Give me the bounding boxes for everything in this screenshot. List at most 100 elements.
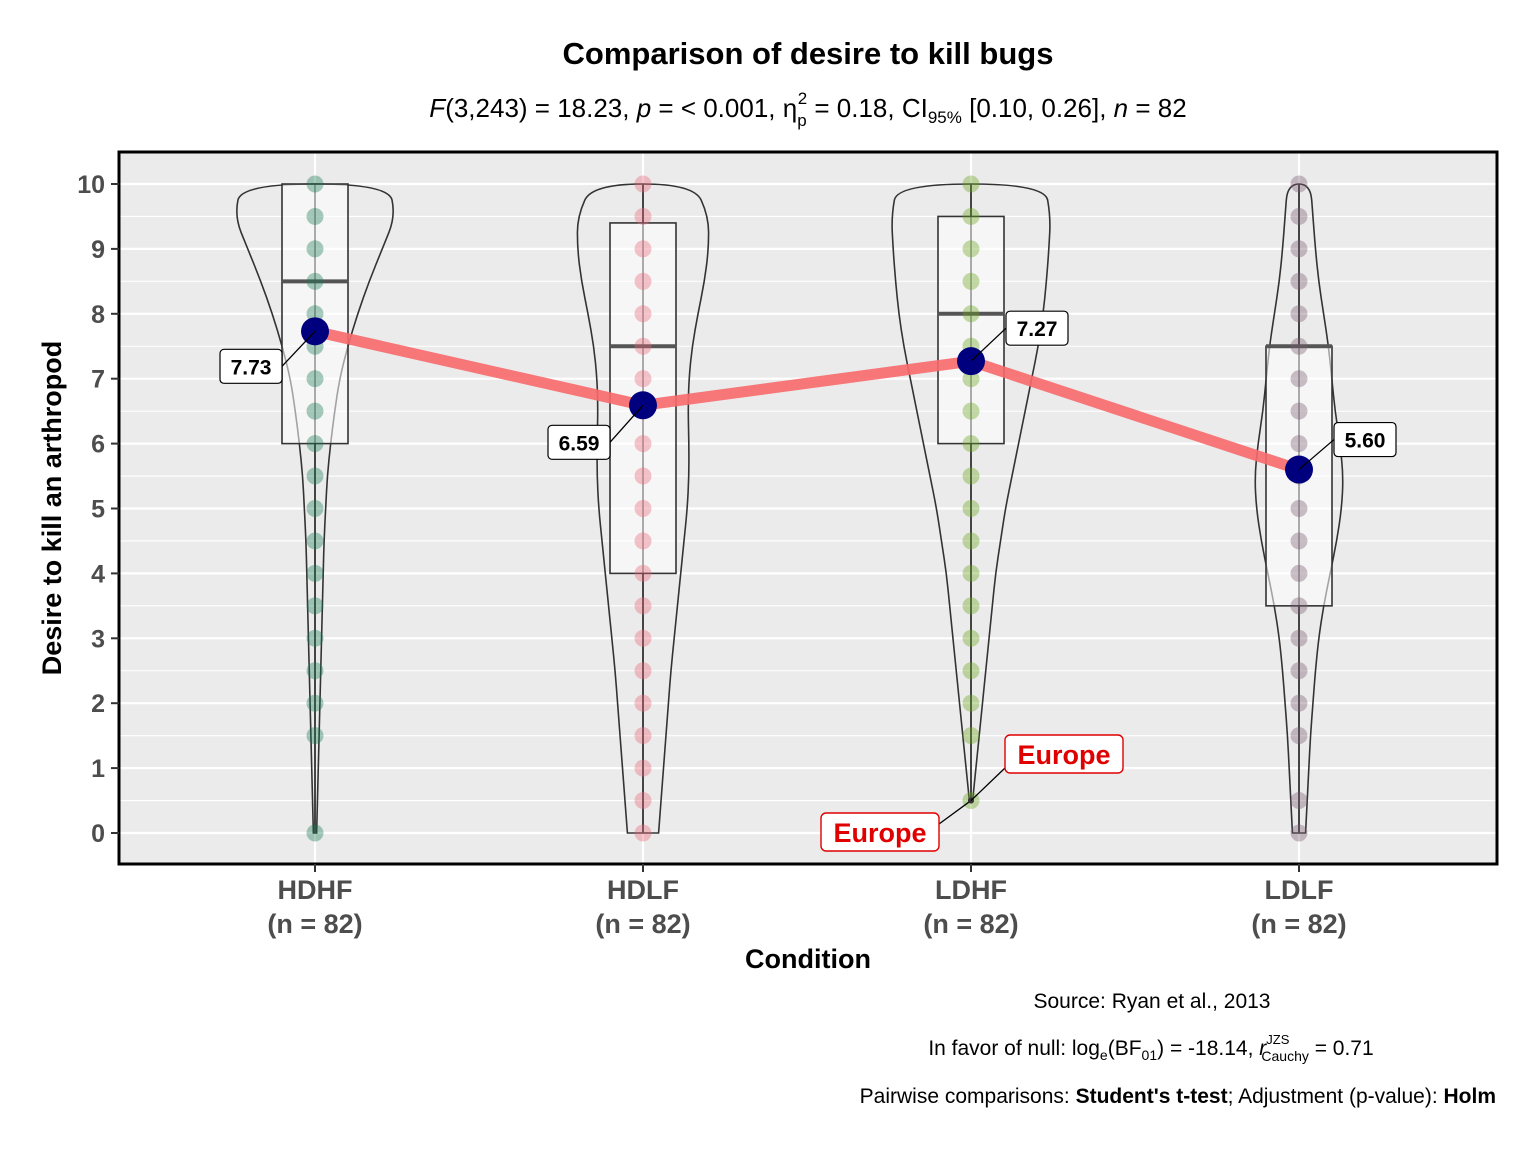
data-point <box>634 370 652 388</box>
y-tick-label: 3 <box>91 625 105 653</box>
mean-label-leader <box>1298 439 1335 471</box>
data-point <box>962 305 980 323</box>
y-tick-label: 4 <box>91 560 105 588</box>
data-point <box>1290 532 1308 550</box>
box-ldhf <box>937 215 1005 445</box>
violin-ldhf <box>891 183 1051 802</box>
data-point <box>634 467 652 485</box>
x-tick-count: (n = 82) <box>595 909 690 939</box>
data-point <box>962 272 980 290</box>
data-point <box>634 240 652 258</box>
mean-label-box <box>1005 310 1069 346</box>
data-point <box>306 694 324 712</box>
mean-label-leader <box>281 330 316 367</box>
caption-pairwise: Pairwise comparisons: Student's t-test; … <box>860 1085 1496 1108</box>
chart-subtitle: F(3,243) = 18.23, p = < 0.001, ηp2 = 0.1… <box>429 89 1186 130</box>
data-point <box>634 629 652 647</box>
data-point <box>306 240 324 258</box>
mean-label-text: 6.59 <box>559 432 600 455</box>
data-point <box>634 662 652 680</box>
caption-bayes: In favor of null: loge(BF01) = -18.14, r… <box>928 1032 1373 1064</box>
data-point <box>306 467 324 485</box>
y-tick-label: 10 <box>77 171 105 199</box>
outlier-leader <box>938 800 972 825</box>
mean-label-box <box>219 348 283 384</box>
outlier-label-text: Europe <box>1017 740 1110 770</box>
data-point <box>962 435 980 453</box>
data-point <box>306 727 324 745</box>
data-point <box>962 467 980 485</box>
data-point <box>962 402 980 420</box>
violin-hdlf <box>576 183 710 834</box>
data-point <box>1290 435 1308 453</box>
chart-title: Comparison of desire to kill bugs <box>563 36 1054 71</box>
data-point <box>306 272 324 290</box>
data-point <box>634 792 652 810</box>
data-point <box>634 175 652 193</box>
mean-label-leader <box>970 327 1007 362</box>
data-point <box>1290 564 1308 582</box>
data-point <box>306 175 324 193</box>
violins <box>236 183 1344 834</box>
x-axis-title: Condition <box>745 944 871 974</box>
x-tick-count: (n = 82) <box>1251 909 1346 939</box>
x-tick-label: LDHF <box>935 875 1007 905</box>
outlier-label-text: Europe <box>833 818 926 848</box>
data-point <box>1290 629 1308 647</box>
mean-labels: 7.73 6.59 7.27 5.60 <box>219 310 1397 471</box>
data-point <box>1290 500 1308 517</box>
x-tick-count: (n = 82) <box>923 909 1018 939</box>
data-point <box>1290 402 1308 420</box>
y-tick-label: 7 <box>91 366 105 394</box>
mean-connector <box>309 325 1305 476</box>
data-point <box>1290 824 1308 842</box>
mean-label-text: 7.27 <box>1017 318 1058 341</box>
data-point <box>306 402 324 420</box>
data-point <box>962 207 980 225</box>
data-point <box>1290 272 1308 290</box>
data-point <box>1290 305 1308 323</box>
data-point <box>1290 792 1308 810</box>
y-axis-title: Desire to kill an arthropod <box>37 341 67 676</box>
data-point <box>962 500 980 517</box>
x-tick-count: (n = 82) <box>267 909 362 939</box>
data-point <box>634 759 652 777</box>
y-tick-label: 2 <box>91 690 105 718</box>
violin-hdhf <box>236 183 394 834</box>
data-point <box>634 305 652 323</box>
data-point <box>1290 694 1308 712</box>
data-point <box>962 727 980 745</box>
data-point <box>962 564 980 582</box>
x-tick-label: LDLF <box>1265 875 1334 905</box>
data-point <box>634 272 652 290</box>
data-point <box>634 207 652 225</box>
mean-label-text: 7.73 <box>231 356 272 379</box>
data-points <box>306 175 1308 842</box>
x-tick-label: HDLF <box>607 875 679 905</box>
data-point <box>1290 337 1308 355</box>
data-point <box>1290 727 1308 745</box>
data-point <box>306 824 324 842</box>
x-tick-label: HDHF <box>278 875 353 905</box>
data-point <box>634 500 652 517</box>
data-point <box>962 532 980 550</box>
data-point <box>634 727 652 745</box>
y-tick-label: 8 <box>91 301 105 329</box>
data-point <box>306 564 324 582</box>
data-point <box>306 532 324 550</box>
mean-label-leader <box>609 404 644 443</box>
mean-label-box <box>547 424 611 460</box>
data-point <box>634 435 652 453</box>
data-point <box>962 597 980 615</box>
y-tick-label: 6 <box>91 431 105 459</box>
data-point <box>306 662 324 680</box>
data-point <box>306 370 324 388</box>
y-tick-label: 9 <box>91 236 105 264</box>
data-point <box>634 824 652 842</box>
data-point <box>306 207 324 225</box>
data-point <box>1290 240 1308 258</box>
data-point <box>1290 662 1308 680</box>
data-point <box>1290 207 1308 225</box>
data-point <box>306 435 324 453</box>
